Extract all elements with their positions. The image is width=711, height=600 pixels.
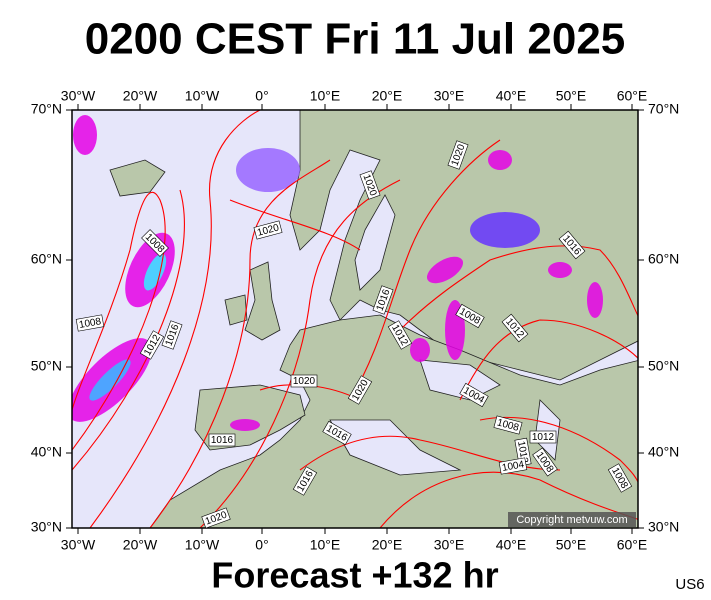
lon-label: 0° xyxy=(255,537,268,553)
isobar-label: 1008 xyxy=(493,415,523,435)
lon-label: 30°E xyxy=(434,88,465,104)
map-frame xyxy=(71,109,639,529)
isobar-label-text: 1016 xyxy=(211,435,234,446)
lon-label: 30°E xyxy=(434,537,465,553)
isobar-label: 1008 xyxy=(75,314,105,332)
lon-label: 40°E xyxy=(496,537,527,553)
isobar-label-box xyxy=(139,330,165,360)
isobar-label-text: 1020 xyxy=(293,376,316,387)
copyright-box xyxy=(508,512,636,527)
copyright: Copyright metvuw.com xyxy=(516,514,627,526)
lon-label: 60°E xyxy=(617,88,648,104)
lat-label: 60°N xyxy=(648,251,679,267)
lon-label: 10°E xyxy=(310,88,341,104)
isobar-label-box xyxy=(532,447,558,477)
map-title: 0200 CEST Fri 11 Jul 2025 xyxy=(85,15,626,64)
precipitation xyxy=(72,115,603,431)
lon-label: 20°W xyxy=(123,88,158,104)
isobar-label-box xyxy=(141,229,169,257)
lon-label: 40°E xyxy=(496,88,527,104)
lon-label: 20°W xyxy=(123,537,158,553)
isobar-label: 1016 xyxy=(208,433,236,447)
isobar-label-text: 1008 xyxy=(78,316,102,331)
isobar-label-box xyxy=(607,463,633,493)
isobar-label-box xyxy=(558,230,586,260)
isobar-label-box xyxy=(493,415,523,435)
isobar-label: 1012 xyxy=(529,430,557,444)
isobar-label-box xyxy=(347,375,373,405)
isobar-label-text: 1012 xyxy=(532,432,555,443)
isobar-label-box xyxy=(455,303,485,329)
isobar-label-box xyxy=(161,320,183,350)
lat-label: 30°N xyxy=(31,519,62,535)
lon-label: 0° xyxy=(255,88,268,104)
lon-label: 50°E xyxy=(556,88,587,104)
inland-seas xyxy=(329,194,561,476)
lon-label: 10°W xyxy=(185,88,220,104)
isobar-label-box xyxy=(459,382,489,408)
lon-label: 10°W xyxy=(185,537,220,553)
lon-label: 30°W xyxy=(61,88,96,104)
map-area xyxy=(72,110,638,528)
lat-label: 70°N xyxy=(648,101,679,117)
isobar-label-box xyxy=(359,170,381,200)
lat-label: 40°N xyxy=(31,444,62,460)
isobar-label: 1020 xyxy=(253,220,283,240)
isobar-label-box xyxy=(447,140,469,170)
lon-label: 10°E xyxy=(310,537,341,553)
isobar-label-box xyxy=(529,430,557,444)
forecast-label: Forecast +132 hr xyxy=(211,555,498,596)
land xyxy=(109,110,638,528)
isobar-label-box xyxy=(498,457,528,475)
model-label: US6 xyxy=(675,576,704,593)
isobar-label-box xyxy=(253,220,283,240)
isobar-label-text: 1004 xyxy=(501,459,525,474)
isobar-label-box xyxy=(208,433,236,447)
lat-label: 60°N xyxy=(31,251,62,267)
isobar-label-box xyxy=(75,314,105,332)
lat-label: 40°N xyxy=(648,444,679,460)
lon-label: 50°E xyxy=(556,537,587,553)
lat-label: 50°N xyxy=(648,358,679,374)
lon-label: 20°E xyxy=(372,88,403,104)
lon-label: 60°E xyxy=(617,537,648,553)
isobar-label-text: 1012 xyxy=(515,440,530,464)
isobar-label-box xyxy=(501,313,529,343)
lat-label: 70°N xyxy=(31,101,62,117)
isobar-label-box xyxy=(290,374,318,388)
isobar-label-box xyxy=(387,320,413,350)
lon-label: 30°W xyxy=(61,537,96,553)
isobar-label: 1020 xyxy=(290,374,318,388)
isobar-label: 1004 xyxy=(498,457,528,475)
lat-label: 30°N xyxy=(648,519,679,535)
lat-label: 50°N xyxy=(31,358,62,374)
isobar-label-box xyxy=(292,466,318,496)
lon-label: 20°E xyxy=(372,537,403,553)
isobar-label-box xyxy=(372,285,394,315)
isobar-label-box xyxy=(322,420,352,446)
isobar-label-box xyxy=(201,507,231,529)
